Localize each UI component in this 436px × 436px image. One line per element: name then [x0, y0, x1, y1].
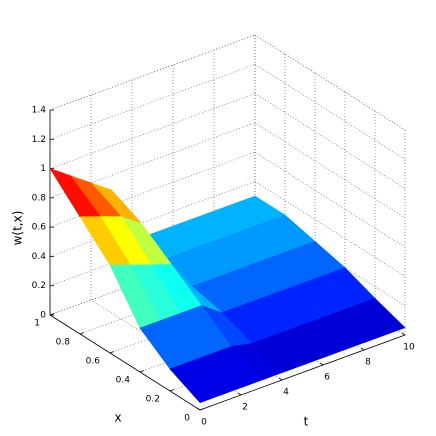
- y-tick-label: 1: [34, 319, 40, 329]
- grid-line: [49, 93, 256, 169]
- z-tick-label: 1.2: [32, 135, 46, 145]
- x-axis-label: t: [304, 415, 309, 429]
- y-tick: [49, 313, 55, 316]
- box-edge: [254, 34, 406, 131]
- x-tick: [360, 347, 365, 351]
- y-tick: [139, 370, 145, 373]
- grid-line: [254, 181, 406, 277]
- z-tick-label: 0.6: [32, 223, 47, 233]
- grid-line: [254, 210, 406, 306]
- x-tick-label: 2: [242, 403, 248, 413]
- grid-line: [254, 64, 406, 160]
- y-tick-label: 0.4: [116, 376, 131, 386]
- x-tick: [401, 332, 406, 336]
- z-tick-label: 1.4: [32, 106, 47, 116]
- grid-line: [109, 277, 316, 354]
- axis-line: [49, 314, 201, 411]
- z-tick-label: 0: [40, 311, 46, 321]
- y-tick: [169, 389, 175, 392]
- grid-line: [49, 239, 256, 316]
- y-tick-label: 0.2: [146, 395, 160, 405]
- z-tick-label: 0.2: [32, 281, 46, 291]
- grid-line: [49, 64, 256, 140]
- z-tick-label: 0.8: [32, 193, 47, 203]
- x-tick: [319, 362, 324, 366]
- y-tick: [109, 351, 115, 354]
- y-tick-label: 0.6: [86, 357, 101, 367]
- x-tick-label: 10: [403, 343, 415, 353]
- box-edge: [49, 34, 256, 111]
- x-tick: [196, 407, 201, 411]
- y-tick-label: 0.8: [56, 338, 71, 348]
- y-tick: [199, 408, 205, 411]
- grid-line: [90, 299, 242, 396]
- z-tick-label: 0.4: [32, 252, 47, 262]
- grid-line: [49, 181, 256, 257]
- grid-line: [254, 151, 406, 248]
- y-axis-label: x: [114, 411, 121, 425]
- grid-line: [49, 210, 256, 286]
- x-tick-label: 8: [365, 358, 371, 368]
- surface-patch: [169, 361, 222, 404]
- z-axis-label: w(t,x): [11, 211, 25, 246]
- x-tick-label: 4: [283, 388, 289, 398]
- grid-line: [49, 34, 256, 111]
- x-tick-label: 6: [324, 373, 330, 383]
- grid-line: [254, 93, 406, 189]
- z-tick-label: 1: [40, 164, 46, 174]
- y-tick: [79, 332, 85, 335]
- grid-line: [254, 122, 406, 219]
- x-tick-label: 0: [201, 418, 207, 428]
- x-tick: [278, 377, 283, 381]
- axis-line: [199, 334, 406, 411]
- y-tick-label: 0: [184, 414, 190, 424]
- x-tick: [237, 392, 242, 396]
- grid-line: [79, 258, 286, 335]
